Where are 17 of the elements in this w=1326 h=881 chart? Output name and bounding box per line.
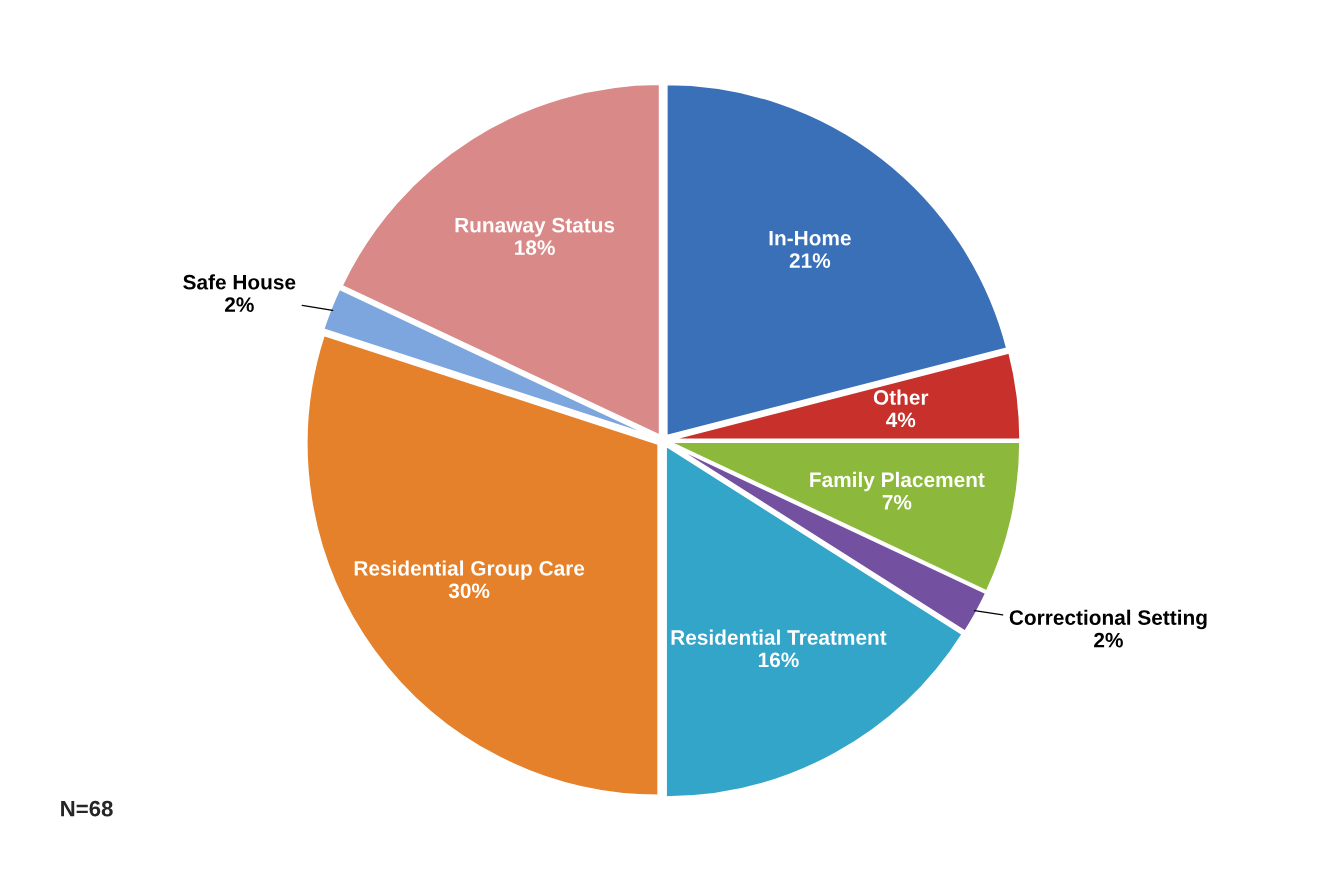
data-label: 30% [448,583,490,599]
data-label: 18% [515,240,555,255]
data-label: 21% [789,253,831,268]
slice-label: Runaway Status [455,217,615,237]
slice-label: Residential Treatment [671,629,887,645]
data-label: 2% [1094,632,1123,648]
text: N=68 [61,800,113,817]
slice-label: In-Home [769,230,851,246]
data-label: 4% [886,412,916,428]
slice-label: Other [873,389,929,405]
data-label: 16% [758,652,799,668]
data-label: 2% [224,297,254,312]
slice-label: Correctional Setting [1009,609,1207,630]
slice-label: Safe House [183,274,296,290]
slice-label: Family Placement [810,471,985,492]
slice-label: Residential Group Care [354,560,585,580]
data-label: 7% [882,494,912,510]
